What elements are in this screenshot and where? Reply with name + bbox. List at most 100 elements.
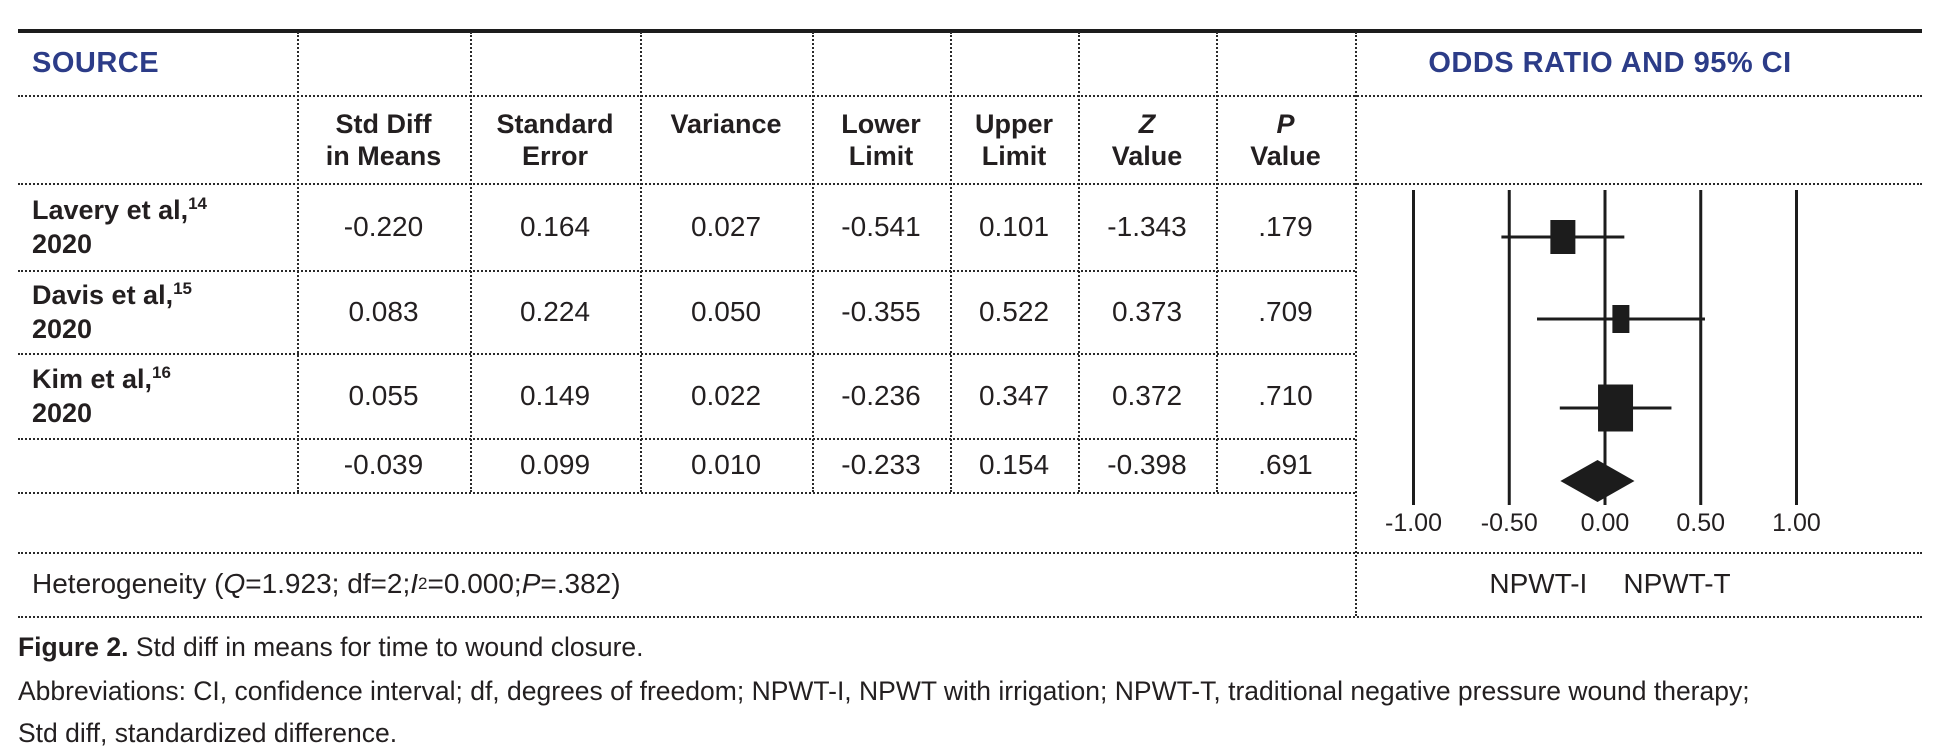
row-source: Kim et al,16 <box>32 362 171 394</box>
summary-cell: .691 <box>1258 449 1313 480</box>
column-header: Upper Limit <box>950 95 1078 196</box>
dotted-line-v <box>1216 32 1218 492</box>
column-header-line2: Value <box>1111 141 1183 171</box>
het-q: Q <box>223 568 246 599</box>
dotted-line-v <box>1078 32 1080 492</box>
table-cell: -0.236 <box>841 379 921 411</box>
het-prefix: Heterogeneity ( <box>32 568 224 599</box>
column-header-line2: Limit <box>981 141 1047 171</box>
study-marker <box>1598 384 1634 432</box>
group-label-left: NPWT-I <box>1489 568 1588 599</box>
row-source: Davis et al,15 <box>32 278 192 310</box>
table-row-label: Davis et al,15 2020 <box>18 270 297 353</box>
dotted-line-h <box>18 270 1355 272</box>
table-cell: 0.347 <box>978 379 1050 411</box>
axis-tick-label: -0.50 <box>1480 508 1538 537</box>
column-header-line2: in Means <box>325 141 442 171</box>
column-header-line1: Variance <box>670 109 782 139</box>
row-reference-superscript: 15 <box>173 278 192 298</box>
column-header-line1: Standard <box>496 109 614 139</box>
row-source: Lavery et al,14 <box>32 193 208 225</box>
het-p: P <box>521 568 541 599</box>
table-top-rule <box>18 29 1922 33</box>
row-reference-superscript: 14 <box>188 193 208 213</box>
table-cell: 0.083 <box>348 295 419 327</box>
table-cell: 0.055 <box>348 379 419 411</box>
dotted-line-v <box>640 32 642 492</box>
summary-cell: -0.039 <box>343 449 424 480</box>
caption-figure-label: Figure 2. <box>18 632 129 662</box>
dotted-line-v <box>297 32 299 492</box>
het-p-rest: =.382) <box>540 568 621 599</box>
column-header-line1: Z <box>1138 109 1156 139</box>
column-header: P Value <box>1216 95 1355 196</box>
summary-cell: -0.233 <box>841 449 921 480</box>
treatment-group-labels: NPWT-I NPWT-T <box>1355 552 1865 616</box>
column-header: Lower Limit <box>812 95 950 196</box>
column-header-line1: P <box>1276 109 1295 139</box>
source-header: SOURCE <box>32 47 160 79</box>
table-cell: -0.355 <box>841 295 921 327</box>
study-marker <box>1550 220 1576 254</box>
dotted-line-h <box>18 438 1355 440</box>
column-header: Std Diff in Means <box>297 95 470 196</box>
summary-cell: 0.099 <box>519 449 591 480</box>
heterogeneity-text: Heterogeneity (Q =1.923; df=2; I 2 =0.000; … <box>32 568 621 599</box>
caption-line-2: Abbreviations: CI, confidence interval; … <box>18 676 1750 706</box>
table-row-label: Lavery et al,14 2020 <box>18 183 297 270</box>
table-cell: 0.372 <box>1111 379 1183 411</box>
odds-ratio-header: ODDS RATIO AND 95% CI <box>1428 47 1792 79</box>
row-year: 2020 <box>32 397 93 428</box>
dotted-line-v <box>812 32 814 492</box>
table-cell: 0.224 <box>519 295 591 327</box>
column-header-line1: Lower <box>841 109 921 139</box>
column-header-line1: Upper <box>974 109 1053 139</box>
dotted-line-v <box>470 32 472 492</box>
table-cell: -0.541 <box>841 210 921 242</box>
table-cell: .179 <box>1258 210 1313 242</box>
dotted-line-v <box>1355 32 1357 616</box>
table-cell: 0.522 <box>978 295 1050 327</box>
column-header: Z Value <box>1078 95 1216 196</box>
table-cell: 0.027 <box>690 210 762 242</box>
caption-line-3: Std diff, standardized difference. <box>18 718 398 748</box>
table-cell: 0.050 <box>690 295 762 327</box>
summary-cell: -0.398 <box>1107 449 1187 480</box>
dotted-line-h <box>18 552 1922 554</box>
dotted-line-h <box>18 492 1355 494</box>
axis-tick-label: -1.00 <box>1385 508 1442 537</box>
table-cell: 0.022 <box>690 379 762 411</box>
het-i: I <box>410 568 419 599</box>
summary-cell: 0.154 <box>978 449 1050 480</box>
axis-tick-label: 0.50 <box>1676 508 1726 537</box>
summary-cell: 0.010 <box>690 449 762 480</box>
table-cell: 0.164 <box>519 210 591 242</box>
table-cell: 0.101 <box>978 210 1050 242</box>
forest-plot <box>1412 190 1798 505</box>
column-header: Variance <box>640 95 812 196</box>
column-header-line2: Limit <box>848 141 914 171</box>
caption-line-1: Figure 2. Std diff in means for time to … <box>18 632 644 663</box>
axis-tick-label: 0.00 <box>1580 508 1630 537</box>
column-header-line2: Value <box>1250 141 1321 171</box>
table-cell: 0.149 <box>519 379 591 411</box>
column-header-line2: Error <box>521 141 589 171</box>
row-year: 2020 <box>32 313 93 344</box>
table-row-label: Kim et al,16 2020 <box>18 353 297 438</box>
row-year: 2020 <box>32 228 93 259</box>
study-marker <box>1612 305 1630 333</box>
dotted-line-h <box>18 616 1922 618</box>
het-i-rest: =0.000; <box>427 568 522 599</box>
column-header: Standard Error <box>470 95 640 196</box>
table-cell: .709 <box>1258 295 1313 327</box>
dotted-line-h <box>18 95 1922 97</box>
summary-diamond <box>1560 460 1635 502</box>
dotted-line-h <box>18 353 1355 355</box>
dotted-line-v <box>950 32 952 492</box>
table-cell: -1.343 <box>1107 210 1187 242</box>
table-cell: .710 <box>1258 379 1313 411</box>
column-header-line1: Std Diff <box>335 109 432 139</box>
table-cell: 0.373 <box>1111 295 1183 327</box>
axis-tick-label: 1.00 <box>1772 508 1821 537</box>
